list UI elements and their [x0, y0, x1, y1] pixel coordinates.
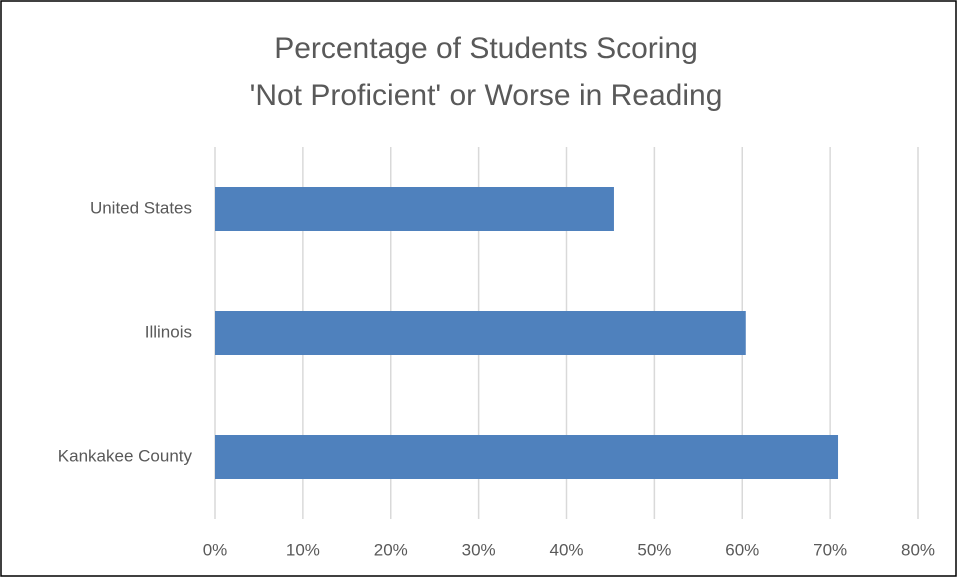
bar	[215, 311, 746, 355]
x-tick-label: 70%	[813, 540, 847, 559]
bar	[215, 187, 614, 231]
y-tick-label: Illinois	[145, 322, 192, 341]
chart-title: Percentage of Students Scoring	[274, 32, 698, 65]
x-tick-label: 40%	[549, 540, 583, 559]
y-tick-label: Kankakee County	[58, 446, 193, 465]
x-tick-label: 0%	[203, 540, 228, 559]
x-tick-label: 80%	[901, 540, 935, 559]
x-tick-label: 30%	[462, 540, 496, 559]
bar	[215, 435, 839, 479]
chart-title: 'Not Proficient' or Worse in Reading	[250, 79, 723, 112]
y-tick-label: United States	[90, 198, 192, 217]
x-tick-label: 60%	[725, 540, 759, 559]
x-tick-label: 50%	[637, 540, 671, 559]
x-tick-label: 10%	[286, 540, 320, 559]
x-tick-label: 20%	[374, 540, 408, 559]
